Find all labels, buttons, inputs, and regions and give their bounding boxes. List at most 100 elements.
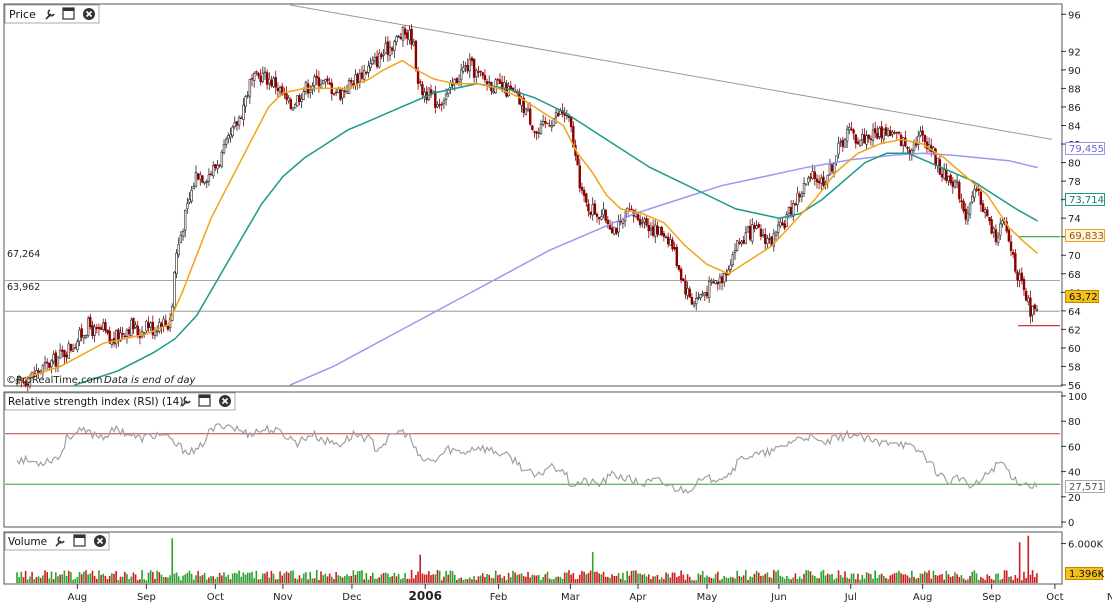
candlestick <box>401 25 405 47</box>
candlestick <box>889 126 892 137</box>
volume-bar <box>111 573 113 583</box>
volume-bar <box>544 574 547 583</box>
price-tick-label: 60 <box>1068 344 1081 355</box>
volume-bar <box>753 573 756 583</box>
candlestick <box>257 71 260 80</box>
volume-bar <box>880 573 883 583</box>
volume-bar <box>891 574 894 583</box>
candlestick <box>746 225 750 233</box>
candlestick <box>716 281 719 291</box>
window-icon[interactable] <box>62 7 75 20</box>
candlestick <box>651 219 655 238</box>
volume-bar <box>143 579 146 583</box>
candlestick <box>841 136 845 152</box>
volume-bar <box>199 576 202 583</box>
volume-bar <box>507 572 510 583</box>
wrench-icon[interactable] <box>45 9 55 20</box>
volume-bar <box>126 573 128 583</box>
volume-bar <box>550 579 553 583</box>
candlestick <box>74 343 77 349</box>
candlestick <box>291 107 295 111</box>
volume-bar <box>415 574 417 583</box>
candlestick <box>231 125 234 139</box>
volume-bar <box>798 576 801 583</box>
volume-bar <box>119 576 122 583</box>
volume-bar <box>305 572 307 583</box>
close-icon[interactable] <box>219 395 231 407</box>
volume-bar <box>883 576 885 583</box>
window-icon[interactable] <box>73 534 86 547</box>
volume-bar <box>975 573 978 583</box>
volume-bar <box>298 575 301 583</box>
volume-bar <box>501 578 503 583</box>
volume-bar <box>516 574 519 583</box>
volume-bar <box>654 576 657 583</box>
candlestick <box>792 200 795 221</box>
volume-bar <box>479 575 482 583</box>
candlestick <box>591 197 594 221</box>
close-icon[interactable] <box>83 8 95 20</box>
wrench-icon[interactable] <box>181 396 191 407</box>
candlestick <box>617 214 620 238</box>
volume-bar <box>719 580 721 583</box>
volume-bar <box>792 577 795 583</box>
wrench-icon[interactable] <box>55 536 65 547</box>
volume-bar <box>831 574 833 583</box>
volume-bar <box>585 574 588 583</box>
close-icon[interactable] <box>94 535 106 547</box>
candlestick <box>695 291 698 311</box>
volume-bar <box>197 571 199 583</box>
candlestick <box>470 56 474 67</box>
candlestick <box>205 179 208 189</box>
candlestick <box>658 226 661 236</box>
candlestick <box>740 239 743 247</box>
x-axis-label: Mar <box>561 592 581 603</box>
candlestick <box>585 192 588 207</box>
volume-bar <box>117 580 120 583</box>
candlestick <box>45 358 49 370</box>
candlestick <box>880 120 883 143</box>
candlestick <box>677 265 681 272</box>
price-panel-title: Price <box>9 8 36 21</box>
candlestick <box>776 219 780 238</box>
volume-bar <box>954 572 956 583</box>
candlestick <box>466 58 469 74</box>
volume-bar <box>281 575 284 583</box>
volume-bar <box>632 570 635 583</box>
volume-bar <box>393 572 396 583</box>
candlestick <box>958 179 961 203</box>
volume-bar <box>721 578 723 583</box>
volume-bar <box>35 577 38 583</box>
candlestick <box>871 123 875 147</box>
x-axis-label: Nov <box>273 592 293 603</box>
volume-bar <box>443 576 445 583</box>
volume-bar <box>932 570 935 583</box>
volume-bar <box>630 570 633 583</box>
volume-bar <box>876 577 879 583</box>
candlestick <box>973 182 976 203</box>
rsi-plot <box>5 423 1060 495</box>
candlestick <box>332 92 336 96</box>
candlestick <box>960 193 963 209</box>
candlestick <box>557 109 560 117</box>
window-icon[interactable] <box>198 394 211 407</box>
volume-bar <box>458 578 460 583</box>
volume-bar <box>72 579 74 583</box>
candlestick <box>1018 268 1021 288</box>
volume-bar <box>259 578 262 583</box>
candlestick <box>121 327 124 339</box>
volume-bar <box>173 573 176 583</box>
volume-bar <box>89 573 92 583</box>
candlestick <box>186 197 189 214</box>
volume-bar <box>169 575 171 583</box>
rsi-tick-label: 0 <box>1068 518 1074 529</box>
volume-bar <box>494 570 497 583</box>
candlestick <box>173 271 176 311</box>
candlestick <box>233 116 236 130</box>
candlestick <box>606 215 610 229</box>
volume-bar <box>898 570 900 583</box>
candlestick <box>524 107 528 116</box>
volume-bar <box>380 574 383 583</box>
volume-bar <box>473 576 475 583</box>
volume-bar <box>208 577 210 583</box>
